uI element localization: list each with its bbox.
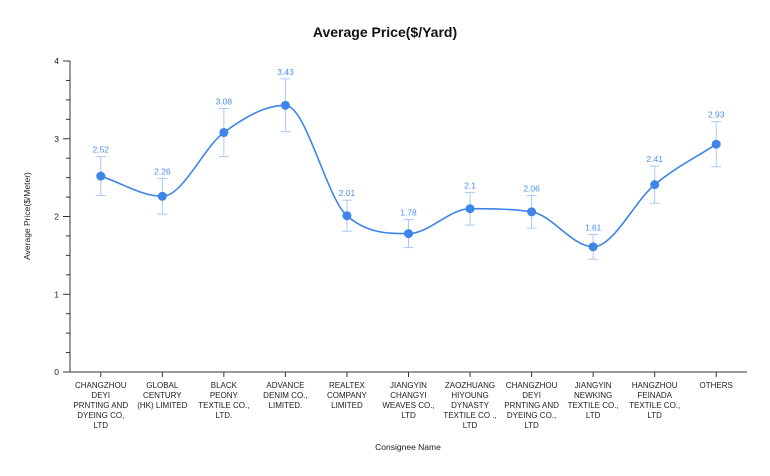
x-axis-ticks: CHANGZHOU DEYI PRNTING AND DYEING CO, LTD GLO… <box>73 372 733 430</box>
x-tick-label: CHANGZHOU DEYI PRNTING AND DYEING CO., LTD <box>504 381 559 430</box>
data-point <box>527 207 537 217</box>
x-tick-label: JIANGYIN NEWKING TEXTILE CO., LTD <box>568 381 619 420</box>
x-tick-label: OTHERS <box>700 381 733 390</box>
data-point <box>280 100 290 110</box>
data-labels: 2.52 2.26 3.08 3.43 2.01 1.78 2.1 2.06 1.61 2.41 2… <box>92 67 724 233</box>
data-label: 2.52 <box>92 145 109 155</box>
data-label: 2.41 <box>646 154 663 164</box>
data-point <box>342 211 352 221</box>
x-axis-label: Consignee Name <box>375 442 441 452</box>
x-tick-label: ZAOZHUANG HIYOUNG DYNASTY TEXTILE CO ., LTD <box>443 381 496 430</box>
data-point <box>588 242 598 252</box>
x-tick-label: CHANGZHOU DEYI PRNTING AND DYEING CO, LTD <box>73 381 128 430</box>
y-axis-ticks: 0 1 2 3 4 <box>54 56 70 377</box>
data-point <box>157 191 167 201</box>
x-tick-label: JIANGYIN CHANGYI WEAVES CO., LTD <box>382 381 434 420</box>
data-label: 2.1 <box>464 180 476 190</box>
x-tick-label: BLACK PEONY TEXTILE CO., LTD. <box>198 381 249 420</box>
chart-title: Average Price($/Yard) <box>313 24 457 40</box>
data-label: 3.43 <box>277 67 294 77</box>
data-label: 1.61 <box>585 222 602 232</box>
data-label: 2.93 <box>708 110 725 120</box>
x-tick-label: ADVANCE DENIM CO., LIMITED. <box>263 381 307 410</box>
y-axis-label: Average Price($/Meter) <box>22 172 32 260</box>
data-label: 1.78 <box>400 208 417 218</box>
x-tick-label: REALTEX COMPANY LIMITED <box>327 381 368 410</box>
data-point <box>650 180 660 190</box>
y-tick-label: 2 <box>54 212 59 222</box>
x-tick-label: HANGZHOU FEINADA TEXTILE CO., LTD <box>629 381 680 420</box>
y-tick-label: 0 <box>54 367 59 377</box>
data-label: 2.26 <box>154 166 171 176</box>
y-tick-label: 3 <box>54 134 59 144</box>
data-label: 3.08 <box>216 96 233 106</box>
data-label: 2.06 <box>523 184 540 194</box>
y-tick-label: 4 <box>54 56 59 66</box>
data-label: 2.01 <box>339 188 356 198</box>
data-point <box>219 128 229 138</box>
data-point <box>711 139 721 149</box>
y-tick-label: 1 <box>54 289 59 299</box>
series-line <box>100 104 717 248</box>
data-points <box>96 100 721 252</box>
x-tick-label: GLOBAL CENTURY (HK) LIMITED <box>137 381 187 410</box>
data-point <box>404 229 413 239</box>
data-point <box>96 171 106 181</box>
data-point <box>465 204 475 214</box>
